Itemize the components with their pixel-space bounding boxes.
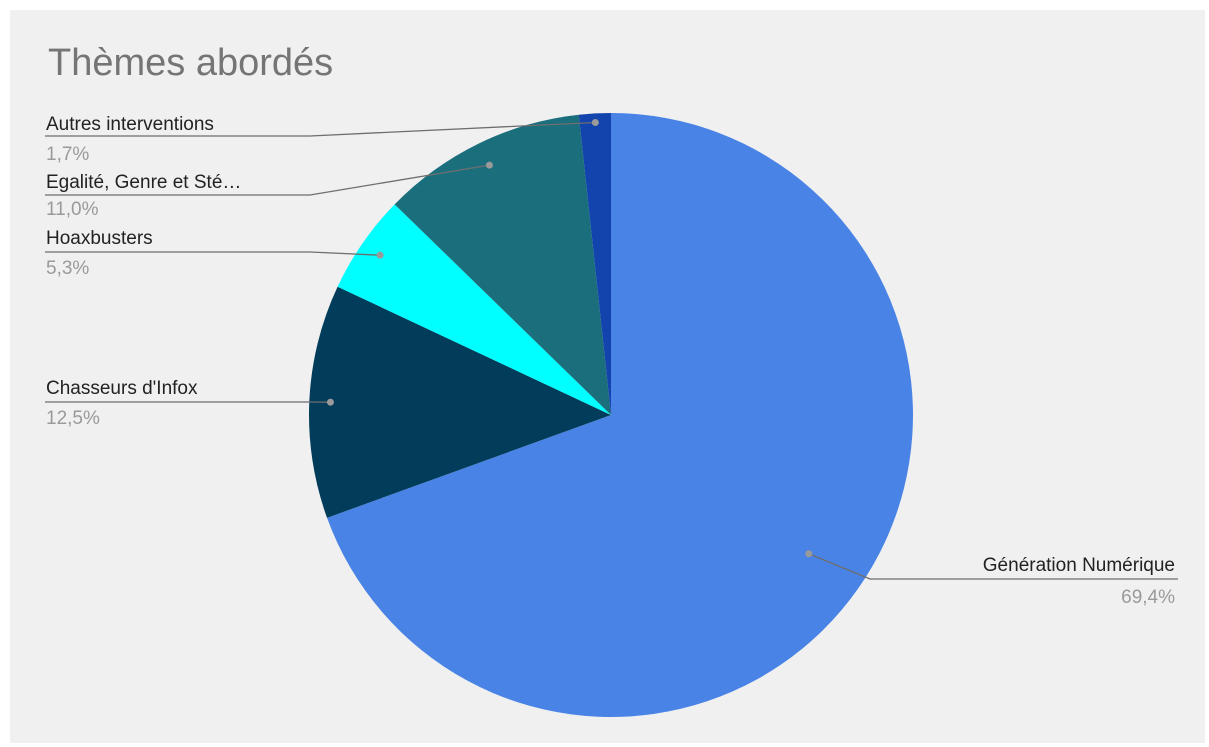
pie-slice-generation-numerique — [327, 113, 913, 718]
pie-slice-hoaxbusters — [337, 204, 611, 415]
slice-value-autres-interventions: 1,7% — [46, 144, 89, 165]
slice-label-hoaxbusters: Hoaxbusters — [46, 228, 153, 249]
slice-label-chasseurs-d-infox: Chasseurs d'Infox — [46, 378, 198, 399]
slice-value-egalite-genre-et-ste: 11,0% — [46, 199, 99, 220]
slice-label-egalite-genre-et-ste: Egalité, Genre et Sté… — [46, 172, 241, 193]
pie-chart: Génération Numérique 69,4% Chasseurs d'Inf… — [45, 113, 1178, 718]
slice-label-generation-numerique: Génération Numérique — [983, 555, 1175, 576]
chart-title: Thèmes abordés — [48, 42, 334, 84]
leader-dot-autres-interventions — [591, 118, 599, 126]
pie-slice-chasseurs-d-infox — [308, 286, 611, 518]
slice-value-generation-numerique: 69,4% — [1121, 587, 1175, 608]
leader-line-egalite-genre-et-ste — [45, 164, 490, 196]
leader-dot-egalite-genre-et-ste — [485, 161, 493, 169]
pie-slice-autres-interventions — [578, 113, 611, 415]
leader-line-autres-interventions — [45, 121, 596, 137]
slice-value-hoaxbusters: 5,3% — [46, 258, 89, 279]
leader-line-generation-numerique — [808, 553, 1178, 580]
chart-area: Thèmes abordés Génération Numérique 69,4%… — [10, 10, 1205, 743]
slice-label-autres-interventions: Autres interventions — [46, 114, 214, 135]
leader-line-hoaxbusters — [45, 251, 381, 256]
leader-dot-hoaxbusters — [376, 251, 384, 259]
slice-value-chasseurs-d-infox: 12,5% — [46, 408, 100, 429]
leader-dot-chasseurs-d-infox — [326, 398, 334, 406]
pie-slice-egalite-genre-et-ste — [394, 114, 611, 415]
leader-dot-generation-numerique — [805, 550, 813, 558]
